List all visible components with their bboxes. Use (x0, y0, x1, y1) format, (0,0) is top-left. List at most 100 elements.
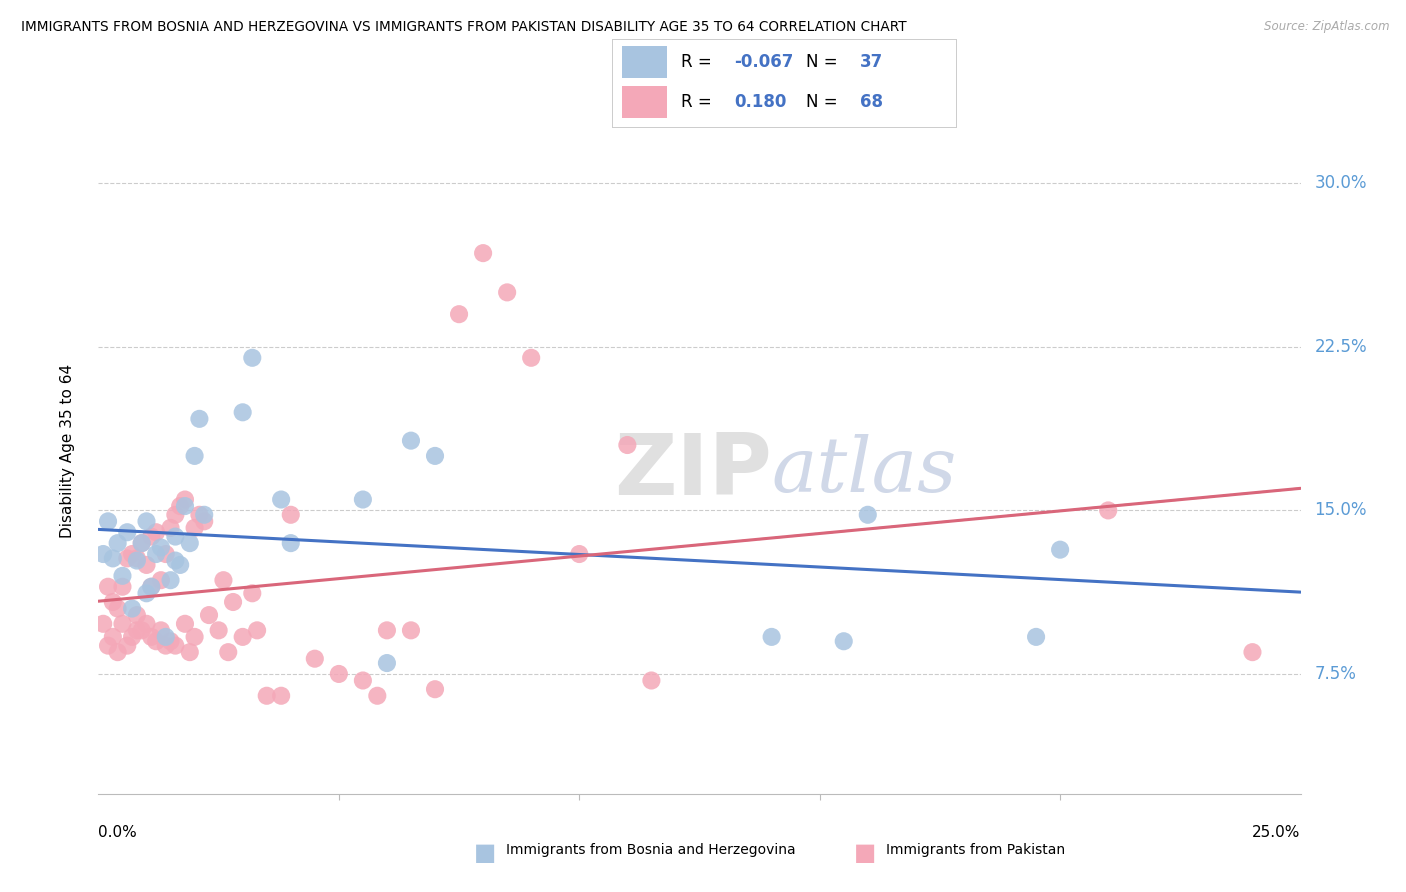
Text: 37: 37 (859, 53, 883, 70)
Point (97, 514, 120, 528)
Point (174, 616, 197, 631)
Point (107, 536, 129, 550)
Point (141, 530, 163, 544)
Point (101, 630, 124, 644)
Point (212, 573, 235, 587)
Point (188, 412, 211, 426)
Point (91, 616, 114, 631)
Point (111, 569, 134, 583)
Point (121, 630, 143, 644)
Point (352, 492, 374, 507)
Point (1025, 630, 1047, 644)
Point (135, 514, 157, 528)
Point (352, 673, 374, 688)
Point (568, 547, 591, 561)
Bar (621, 46, 666, 78)
Text: -0.067: -0.067 (734, 53, 793, 70)
Text: N =: N = (806, 53, 844, 70)
Text: 25.0%: 25.0% (1253, 825, 1301, 840)
Point (246, 624, 269, 638)
Point (188, 508, 211, 522)
Point (149, 541, 172, 555)
Point (149, 624, 172, 638)
Text: ■: ■ (853, 841, 876, 865)
Point (131, 624, 153, 638)
Text: Immigrants from Pakistan: Immigrants from Pakistan (886, 843, 1064, 857)
Text: R =: R = (681, 53, 717, 70)
Point (101, 551, 124, 566)
Point (193, 514, 215, 528)
Text: N =: N = (806, 93, 844, 111)
Point (366, 689, 388, 703)
Text: ZIP: ZIP (614, 430, 772, 513)
Point (165, 553, 187, 567)
Point (107, 601, 129, 615)
Point (240, 586, 263, 600)
Point (125, 624, 148, 638)
Point (169, 558, 191, 572)
Point (169, 499, 191, 513)
Point (141, 580, 163, 594)
Point (183, 521, 205, 535)
Point (761, 630, 783, 644)
Point (496, 285, 519, 300)
Point (159, 573, 181, 587)
Point (125, 553, 148, 567)
Point (111, 616, 134, 631)
Point (145, 525, 167, 540)
Point (198, 608, 221, 623)
Point (256, 689, 278, 703)
Point (117, 639, 139, 653)
Bar (621, 87, 666, 118)
Point (145, 547, 167, 561)
Point (159, 521, 181, 535)
Point (159, 634, 181, 648)
Point (1049, 542, 1071, 557)
Text: 68: 68 (859, 93, 883, 111)
Point (856, 508, 879, 522)
Point (135, 616, 157, 631)
Text: Source: ZipAtlas.com: Source: ZipAtlas.com (1264, 20, 1389, 33)
Point (135, 586, 157, 600)
Point (1241, 645, 1264, 659)
Point (141, 580, 163, 594)
Point (328, 667, 350, 681)
Point (155, 639, 177, 653)
Point (121, 547, 143, 561)
Point (640, 673, 662, 688)
Point (520, 351, 543, 365)
Point (280, 508, 302, 522)
Point (183, 449, 205, 463)
Text: Immigrants from Bosnia and Herzegovina: Immigrants from Bosnia and Herzegovina (506, 843, 796, 857)
Point (107, 645, 129, 659)
Point (121, 601, 143, 615)
Point (270, 689, 292, 703)
Point (222, 595, 245, 609)
Point (447, 307, 470, 321)
Point (208, 624, 231, 638)
Point (131, 536, 153, 550)
Point (183, 630, 205, 644)
Point (97, 639, 120, 653)
Point (423, 682, 446, 697)
Point (399, 434, 422, 448)
Point (125, 551, 148, 566)
Text: ■: ■ (474, 841, 496, 865)
Point (117, 551, 139, 566)
Point (145, 634, 167, 648)
Point (179, 645, 201, 659)
Point (117, 525, 139, 540)
Point (217, 645, 239, 659)
Point (232, 630, 254, 644)
Point (616, 438, 638, 452)
Text: atlas: atlas (772, 434, 957, 508)
Text: IMMIGRANTS FROM BOSNIA AND HERZEGOVINA VS IMMIGRANTS FROM PAKISTAN DISABILITY AG: IMMIGRANTS FROM BOSNIA AND HERZEGOVINA V… (21, 20, 907, 34)
Point (91, 547, 114, 561)
Point (193, 508, 215, 522)
Point (399, 624, 422, 638)
Point (97, 580, 120, 594)
Point (179, 536, 201, 550)
Text: 15.0%: 15.0% (1315, 501, 1367, 519)
Point (375, 624, 398, 638)
Point (101, 595, 124, 609)
